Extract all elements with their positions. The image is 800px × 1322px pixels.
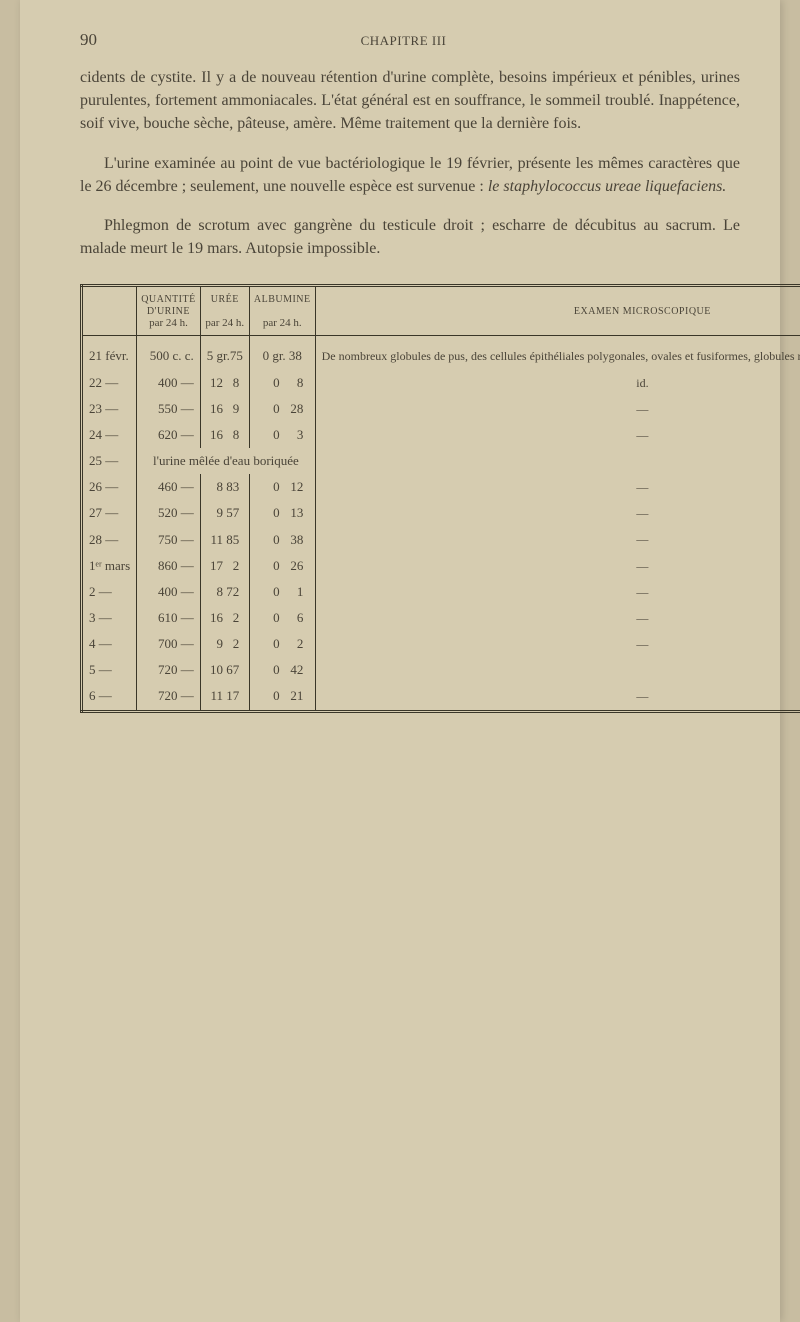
cell-date: 23 —	[82, 396, 137, 422]
cell-exam: —	[315, 474, 800, 500]
page-number: 90	[80, 30, 97, 50]
observation-table: QUANTITÉ D'URINE par 24 h. URÉE par 24 h…	[80, 284, 800, 712]
cell-exam: —	[315, 579, 800, 605]
cell-uree: 162	[200, 605, 249, 631]
cell-albumine: 012	[249, 474, 315, 500]
cell-uree: 92	[200, 631, 249, 657]
cell-quantity: 520 —	[137, 500, 201, 526]
cell-albumine: 0 gr. 38	[249, 336, 315, 370]
cell-uree: 1117	[200, 683, 249, 711]
cell-quantity: 400 —	[137, 579, 201, 605]
cell-merged: l'urine mêlée d'eau boriquée	[137, 448, 315, 474]
cell-albumine: 08	[249, 370, 315, 396]
cell-albumine: 03	[249, 422, 315, 448]
cell-uree: 1067	[200, 657, 249, 683]
paragraph-1: cidents de cystite. Il y a de nouveau ré…	[80, 66, 740, 136]
cell-date: 2 —	[82, 579, 137, 605]
cell-exam: —	[315, 631, 800, 657]
cell-exam: —	[315, 683, 800, 711]
cell-quantity: 700 —	[137, 631, 201, 657]
cell-date: 26 —	[82, 474, 137, 500]
cell-quantity: 460 —	[137, 474, 201, 500]
cell-albumine: 038	[249, 526, 315, 552]
cell-quantity: 610 —	[137, 605, 201, 631]
table-row: 3 —610 —16206—	[82, 605, 800, 631]
cell-albumine: 042	[249, 657, 315, 683]
cell-date: 28 —	[82, 526, 137, 552]
table-row: 6 —720 —1117021—	[82, 683, 800, 711]
table-row: 1ᵉʳ mars860 —172026—	[82, 553, 800, 579]
cell-albumine: 013	[249, 500, 315, 526]
cell-date: 4 —	[82, 631, 137, 657]
col-header-quantity: QUANTITÉ D'URINE par 24 h.	[137, 286, 201, 336]
document-page: 90 CHAPITRE III cidents de cystite. Il y…	[20, 0, 780, 1322]
cell-uree: 1185	[200, 526, 249, 552]
col-header-examen: EXAMEN MICROSCOPIQUE	[315, 286, 800, 336]
cell-uree: 168	[200, 422, 249, 448]
cell-uree: 883	[200, 474, 249, 500]
table-row: 26 —460 —883012—	[82, 474, 800, 500]
cell-quantity: 400 —	[137, 370, 201, 396]
cell-albumine: 01	[249, 579, 315, 605]
cell-quantity: 500 c. c.	[137, 336, 201, 370]
col-header-date	[82, 286, 137, 336]
cell-date: 27 —	[82, 500, 137, 526]
cell-exam: —	[315, 553, 800, 579]
table-row: 4 —700 —9202—	[82, 631, 800, 657]
cell-exam	[315, 448, 800, 474]
cell-date: 24 —	[82, 422, 137, 448]
paragraph-2-italic: le staphylococcus ureae liquefaciens.	[488, 178, 726, 195]
cell-quantity: 750 —	[137, 526, 201, 552]
cell-date: 1ᵉʳ mars	[82, 553, 137, 579]
cell-uree: 872	[200, 579, 249, 605]
table-row: 25 —l'urine mêlée d'eau boriquée	[82, 448, 800, 474]
table-row: 28 —750 —1185038—	[82, 526, 800, 552]
table-row: 22 —400 —12808id.	[82, 370, 800, 396]
paragraph-3: Phlegmon de scrotum avec gangrène du tes…	[80, 214, 740, 260]
cell-uree: 957	[200, 500, 249, 526]
cell-albumine: 06	[249, 605, 315, 631]
cell-albumine: 026	[249, 553, 315, 579]
cell-quantity: 550 —	[137, 396, 201, 422]
cell-date: 5 —	[82, 657, 137, 683]
col-header-albumine: ALBUMINE par 24 h.	[249, 286, 315, 336]
cell-albumine: 021	[249, 683, 315, 711]
cell-date: 21 févr.	[82, 336, 137, 370]
cell-uree: 5 gr.75	[200, 336, 249, 370]
table-row: 21 févr.500 c. c.5 gr.750 gr. 38De nombr…	[82, 336, 800, 370]
table-row: 5 —720 —1067042	[82, 657, 800, 683]
cell-exam: id.	[315, 370, 800, 396]
table-body: 21 févr.500 c. c.5 gr.750 gr. 38De nombr…	[82, 336, 800, 711]
table-row: 24 —620 —16803—	[82, 422, 800, 448]
table-row: 23 —550 —169028—	[82, 396, 800, 422]
cell-date: 3 —	[82, 605, 137, 631]
cell-uree: 169	[200, 396, 249, 422]
cell-quantity: 720 —	[137, 683, 201, 711]
cell-exam: —	[315, 526, 800, 552]
cell-date: 25 —	[82, 448, 137, 474]
table-row: 2 —400 —87201—	[82, 579, 800, 605]
cell-exam: —	[315, 605, 800, 631]
paragraph-2: L'urine examinée au point de vue bactéri…	[80, 152, 740, 198]
cell-exam: —	[315, 500, 800, 526]
cell-date: 22 —	[82, 370, 137, 396]
cell-uree: 172	[200, 553, 249, 579]
col-header-uree: URÉE par 24 h.	[200, 286, 249, 336]
cell-exam: —	[315, 422, 800, 448]
cell-exam: —	[315, 396, 800, 422]
cell-exam: De nombreux globules de pus, des cellule…	[315, 336, 800, 370]
table-header-row: QUANTITÉ D'URINE par 24 h. URÉE par 24 h…	[82, 286, 800, 336]
cell-albumine: 02	[249, 631, 315, 657]
cell-date: 6 —	[82, 683, 137, 711]
cell-quantity: 860 —	[137, 553, 201, 579]
cell-uree: 128	[200, 370, 249, 396]
cell-quantity: 620 —	[137, 422, 201, 448]
cell-exam	[315, 657, 800, 683]
cell-albumine: 028	[249, 396, 315, 422]
chapter-title: CHAPITRE III	[361, 33, 447, 49]
page-header: 90 CHAPITRE III	[80, 30, 740, 50]
table-row: 27 —520 —957013—	[82, 500, 800, 526]
cell-quantity: 720 —	[137, 657, 201, 683]
